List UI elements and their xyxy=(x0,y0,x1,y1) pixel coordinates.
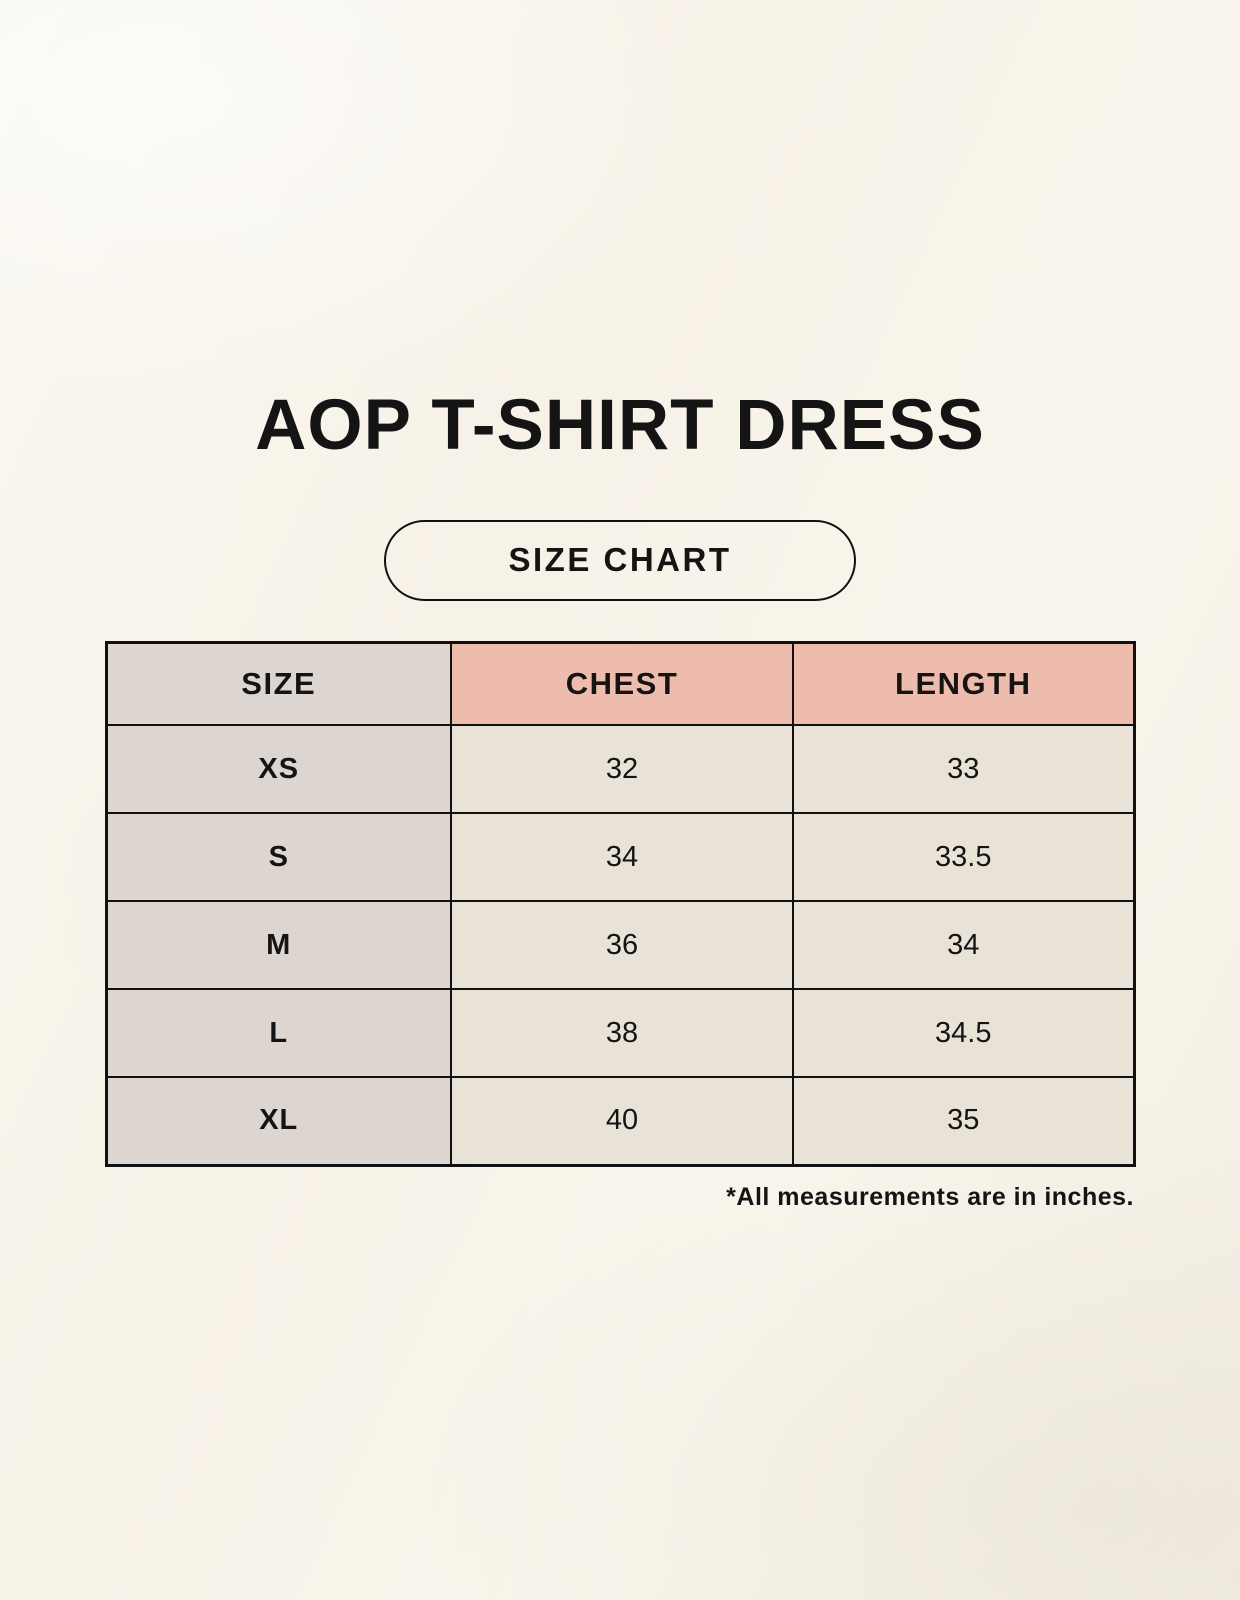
length-cell: 35 xyxy=(792,1076,1135,1167)
table-row: XL 40 35 xyxy=(105,1076,1135,1167)
chest-cell: 36 xyxy=(450,900,794,991)
chest-cell: 32 xyxy=(450,724,794,815)
size-cell: S xyxy=(105,812,452,903)
size-chart-badge-label: SIZE CHART xyxy=(508,541,732,579)
header-cell-length: LENGTH xyxy=(792,641,1135,727)
length-cell: 34 xyxy=(792,900,1135,991)
table-row: XS 32 33 xyxy=(105,724,1135,815)
footnote-container: *All measurements are in inches. xyxy=(106,1183,1134,1212)
size-cell: L xyxy=(105,988,452,1079)
chest-cell: 40 xyxy=(450,1076,794,1167)
table-header-row: SIZE CHEST LENGTH xyxy=(105,641,1135,727)
header-cell-size: SIZE xyxy=(105,641,452,727)
chest-cell: 34 xyxy=(450,812,794,903)
table-row: M 36 34 xyxy=(105,900,1135,991)
size-cell: XL xyxy=(105,1076,452,1167)
size-cell: M xyxy=(105,900,452,991)
size-chart-badge[interactable]: SIZE CHART xyxy=(384,519,856,601)
size-cell: XS xyxy=(105,724,452,815)
length-cell: 33 xyxy=(792,724,1135,815)
header-cell-chest: CHEST xyxy=(450,641,794,727)
table-row: L 38 34.5 xyxy=(105,988,1135,1079)
page-title: AOP T-SHIRT DRESS xyxy=(255,386,985,465)
length-cell: 33.5 xyxy=(792,812,1135,903)
footnote: *All measurements are in inches. xyxy=(726,1182,1134,1211)
chest-cell: 38 xyxy=(450,988,794,1079)
length-cell: 34.5 xyxy=(792,988,1135,1079)
table-row: S 34 33.5 xyxy=(105,812,1135,903)
size-table: SIZE CHEST LENGTH XS 32 33 S 34 33.5 M 3… xyxy=(104,640,1136,1167)
